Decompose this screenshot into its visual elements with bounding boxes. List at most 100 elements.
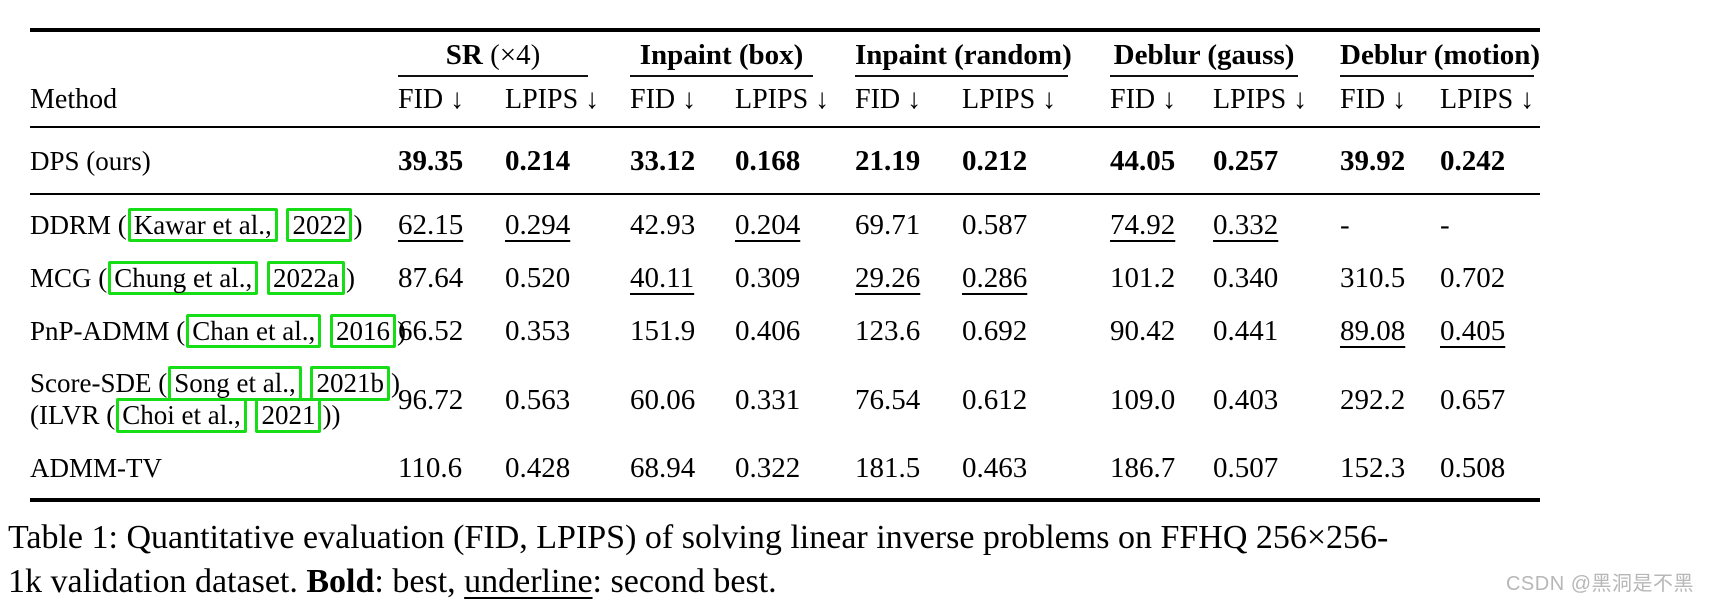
value-cell: 0.340: [1213, 262, 1279, 295]
metric-column-header: FID ↓: [1340, 77, 1441, 129]
value-cell: 74.92: [1110, 209, 1176, 242]
value-cell: 292.2: [1340, 383, 1406, 416]
task-group-label: Deblur (gauss): [1113, 39, 1295, 71]
value-cell: 44.05: [1110, 127, 1214, 196]
method-label-line: DPS (ours): [30, 146, 398, 178]
value-cell: 0.286: [962, 262, 1028, 295]
value-cell: 101.2: [1110, 262, 1176, 295]
value-cell: 66.52: [398, 315, 464, 348]
value-cell: 110.6: [398, 452, 463, 485]
method-label-text: DDRM (: [30, 210, 127, 240]
method-label-text: MCG (: [30, 263, 108, 293]
citation-link-box[interactable]: 2022: [286, 208, 353, 243]
method-cell: ADMM-TV: [30, 442, 398, 500]
value-cell: 0.332: [1213, 209, 1279, 242]
value-cell: 0.309: [735, 262, 801, 295]
method-label-text: ): [353, 210, 363, 240]
value-cell: 62.15: [398, 209, 464, 242]
value-cell: 39.92: [1340, 127, 1441, 196]
caption-line-2: 1k validation dataset. Bold: best, under…: [8, 560, 1608, 604]
citation-link-box[interactable]: Kawar et al.,: [127, 208, 278, 243]
method-label-text: PnP-ADMM (: [30, 316, 186, 346]
metric-column-header: LPIPS ↓: [505, 77, 630, 129]
value-cell: 76.54: [855, 383, 921, 416]
value-cell: 0.242: [1440, 127, 1541, 196]
method-label-text: [322, 316, 329, 346]
csdn-watermark: CSDN @黑洞是不黑: [1505, 573, 1694, 595]
citation-link-box[interactable]: 2021: [255, 398, 322, 433]
table-row-ddrm: DDRM (Kawar et al., 2022) 62.15 0.294 42.93…: [30, 194, 1540, 252]
method-label-text: [248, 400, 255, 430]
value-cell: 0.612: [962, 383, 1028, 416]
metric-column-header: FID ↓: [630, 77, 735, 129]
caption-text: Bold: [306, 562, 375, 600]
task-group-label-suffix: (×4): [482, 39, 541, 71]
caption-text: underline: [464, 562, 593, 600]
value-cell: 0.563: [505, 383, 571, 416]
citation-link-box[interactable]: 2016: [330, 314, 396, 349]
value-cell: 109.0: [1110, 383, 1176, 416]
method-label-line: (ILVR (Choi et al., 2021)): [30, 398, 398, 433]
value-cell: 151.9: [630, 315, 696, 348]
value-cell: 0.257: [1213, 127, 1341, 196]
task-group-header: Inpaint (box): [630, 30, 855, 78]
value-cell: 0.587: [962, 209, 1028, 242]
value-cell: 0.463: [962, 452, 1028, 485]
value-cell: 0.692: [962, 315, 1028, 348]
value-cell: 68.94: [630, 452, 696, 485]
citation-link-box[interactable]: Chan et al.,: [186, 314, 322, 349]
method-header-spacer: [30, 30, 398, 77]
value-cell: 186.7: [1110, 452, 1176, 485]
value-cell: 0.507: [1213, 452, 1279, 485]
metric-column-header: FID ↓: [855, 77, 963, 129]
method-cell: PnP-ADMM (Chan et al., 2016): [30, 305, 406, 358]
value-cell: 0.657: [1440, 383, 1506, 416]
metric-column-header: LPIPS ↓: [962, 77, 1111, 129]
citation-link-box[interactable]: Choi et al.,: [116, 398, 247, 433]
value-cell: 96.72: [398, 383, 464, 416]
citation-link-box[interactable]: 2022a: [267, 261, 345, 296]
value-cell: 0.322: [735, 452, 801, 485]
method-label-text: )): [322, 400, 341, 431]
method-label-line: PnP-ADMM (Chan et al., 2016): [30, 314, 406, 349]
metric-column-header: FID ↓: [398, 77, 505, 129]
task-group-label: SR: [445, 39, 483, 71]
value-cell: 123.6: [855, 315, 921, 348]
value-cell: 0.353: [505, 315, 571, 348]
value-cell: 0.520: [505, 262, 571, 295]
value-cell: 0.294: [505, 209, 571, 242]
value-cell: 0.212: [962, 127, 1111, 196]
citation-link-box[interactable]: 2021b: [310, 366, 390, 401]
value-cell: 33.12: [630, 127, 735, 196]
method-label-text: DPS (ours): [30, 146, 151, 176]
method-label-text: ): [345, 263, 355, 293]
method-label-text: ADMM-TV: [30, 452, 162, 483]
method-label-text: [279, 210, 286, 240]
table-row-score-sde: Score-SDE (Song et al., 2021b) (ILVR (Cho…: [30, 358, 1540, 442]
task-group-label: Deblur (motion): [1340, 39, 1541, 71]
task-group-label: Inpaint (random): [855, 39, 1072, 71]
value-cell: 40.11: [630, 262, 695, 295]
value-cell: 0.331: [735, 383, 801, 416]
method-cell: Score-SDE (Song et al., 2021b) (ILVR (Cho…: [30, 358, 400, 442]
citation-link-box[interactable]: Chung et al.,: [108, 261, 259, 296]
value-cell: 90.42: [1110, 315, 1176, 348]
metric-column-header: LPIPS ↓: [1440, 77, 1541, 129]
method-cell: MCG (Chung et al., 2022a): [30, 252, 398, 305]
value-cell: 60.06: [630, 383, 696, 416]
value-cell: 0.441: [1213, 315, 1279, 348]
metric-header-row: Method FID ↓ LPIPS ↓ FID ↓ LPIPS ↓ FID ↓ LPIPS…: [30, 77, 1541, 129]
task-group-header: Deblur (gauss): [1110, 30, 1340, 78]
method-column-header: Method: [30, 77, 398, 129]
value-cell: -: [1440, 209, 1450, 242]
table-caption: Table 1: Quantitative evaluation (FID, L…: [8, 516, 1608, 603]
value-cell: 0.405: [1440, 315, 1506, 348]
value-cell: 42.93: [630, 209, 696, 242]
method-label-line: Score-SDE (Song et al., 2021b): [30, 366, 400, 401]
caption-text: : second best.: [592, 562, 777, 600]
value-cell: 0.214: [505, 127, 630, 196]
table-row-mcg: MCG (Chung et al., 2022a) 87.64 0.520 40.11…: [30, 252, 1540, 305]
results-table: SR (×4) Inpaint (box) Inpaint (random) Debl…: [30, 28, 1541, 503]
citation-link-box[interactable]: Song et al.,: [168, 366, 302, 401]
value-cell: 89.08: [1340, 315, 1406, 348]
